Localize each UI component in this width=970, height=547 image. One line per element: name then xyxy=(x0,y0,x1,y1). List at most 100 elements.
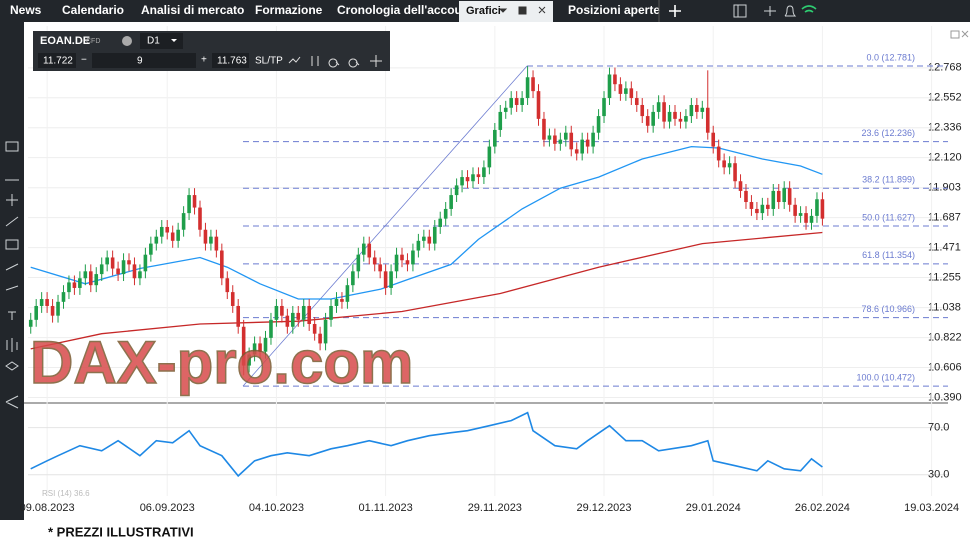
window-icons[interactable] xyxy=(950,30,969,39)
nav-tab[interactable]: Calendario xyxy=(62,3,124,17)
candle-body xyxy=(411,250,415,265)
dropdown-arrow xyxy=(171,39,177,42)
candle-body xyxy=(727,163,732,168)
info-icon[interactable] xyxy=(122,36,132,46)
candle-body xyxy=(94,274,99,286)
candle-body xyxy=(181,213,186,230)
volume[interactable]: 9 xyxy=(137,56,143,67)
candle-body xyxy=(624,88,628,94)
candle-body xyxy=(487,146,492,168)
candle-body xyxy=(689,104,694,117)
candle-body xyxy=(564,132,568,140)
candle-body xyxy=(645,116,650,126)
nav-tab[interactable]: Analisi di mercato xyxy=(141,3,244,17)
candle-body xyxy=(230,292,235,306)
candle-body xyxy=(695,104,699,112)
fib-label: 50.0 (11.627) xyxy=(862,212,915,222)
y-tick-label: 11.471 xyxy=(928,242,961,254)
candle-body xyxy=(361,243,366,255)
moving-average xyxy=(30,231,823,350)
candle-body xyxy=(28,319,33,327)
nav-tab[interactable]: Grafici xyxy=(466,5,501,17)
candle-body xyxy=(127,260,131,265)
candle-body xyxy=(176,229,180,241)
candle-body xyxy=(629,88,634,99)
add-tab[interactable] xyxy=(669,5,681,17)
y-tick-label: 10.606 xyxy=(928,361,962,373)
candle-body xyxy=(318,333,322,344)
fib-label: 78.6 (10.966) xyxy=(861,304,915,314)
header-icons[interactable] xyxy=(733,4,797,18)
x-tick-label: 26.02.2024 xyxy=(795,502,850,514)
candle-body xyxy=(416,240,421,251)
nav-tab[interactable]: Posizioni aperte xyxy=(568,3,660,17)
candle-body xyxy=(307,305,311,324)
rsi-line xyxy=(30,411,823,478)
candle-body xyxy=(143,254,148,272)
x-tick-label: 09.08.2023 xyxy=(20,502,75,514)
y-tick-label: 11.038 xyxy=(928,302,961,314)
candle-body xyxy=(351,271,355,286)
candle-body xyxy=(733,163,737,182)
fib-label: 100.0 (10.472) xyxy=(856,372,915,382)
candle-body xyxy=(252,343,257,355)
candle-body xyxy=(520,98,524,105)
toolbar-icons[interactable] xyxy=(288,55,382,68)
nav-tab[interactable]: Cronologia dell'account xyxy=(337,3,473,17)
x-tick-label: 19.03.2024 xyxy=(904,502,959,514)
timeframe-select[interactable] xyxy=(140,33,183,49)
y-tick-label: 10.822 xyxy=(928,331,962,343)
candle-body xyxy=(121,260,126,275)
bid-price[interactable]: 11.722 xyxy=(43,56,73,67)
symbol[interactable]: EOAN.DE xyxy=(40,35,90,47)
candle-body xyxy=(296,312,301,320)
candle-body xyxy=(760,204,765,214)
candle-body xyxy=(514,98,519,105)
watermark: DAX-pro.com xyxy=(30,329,413,396)
candle-body xyxy=(154,236,159,244)
minus[interactable]: − xyxy=(81,55,87,66)
nav-tab[interactable]: Formazione xyxy=(255,3,323,17)
candle-body xyxy=(88,271,93,286)
candle-body xyxy=(558,139,563,144)
candle-body xyxy=(329,305,333,320)
timeframe[interactable]: D1 xyxy=(147,36,160,47)
candle-body xyxy=(678,118,683,122)
candle-body xyxy=(56,301,60,316)
plus[interactable]: + xyxy=(201,55,207,66)
ask-price[interactable]: 11.763 xyxy=(217,56,247,67)
bid-box[interactable] xyxy=(38,53,76,68)
candle-body xyxy=(39,299,44,306)
candle-body xyxy=(291,312,295,327)
candle-body xyxy=(798,213,803,216)
fib-label: 38.2 (11.899) xyxy=(862,175,915,185)
tool-icons[interactable] xyxy=(5,141,19,409)
candle-body xyxy=(132,264,137,279)
candle-body xyxy=(159,226,164,237)
active-tab[interactable] xyxy=(459,1,553,22)
candle-body xyxy=(187,195,191,214)
candle-body xyxy=(776,190,781,203)
candle-body xyxy=(405,260,410,265)
candle-body xyxy=(738,181,743,191)
candle-body xyxy=(220,250,224,279)
nav-tab[interactable]: News xyxy=(10,3,42,17)
candle-body xyxy=(45,299,49,306)
candle-body xyxy=(138,271,142,279)
x-tick-label: 06.09.2023 xyxy=(140,502,195,514)
candle-body xyxy=(280,305,284,316)
candle-body xyxy=(236,305,241,327)
candle-body xyxy=(110,257,115,269)
y-tick-label: 12.336 xyxy=(928,122,962,134)
sl-tp[interactable]: SL/TP xyxy=(255,56,283,67)
candle-body xyxy=(793,204,797,216)
candle-body xyxy=(580,139,584,154)
ask-box[interactable] xyxy=(212,53,249,68)
tab-icons[interactable] xyxy=(498,6,546,15)
y-tick-label: 10.390 xyxy=(928,391,962,403)
candle-body xyxy=(771,190,776,209)
candle-body xyxy=(50,305,55,316)
volume-input[interactable] xyxy=(92,53,196,68)
candle-body xyxy=(78,278,82,288)
candle-body xyxy=(547,135,552,140)
